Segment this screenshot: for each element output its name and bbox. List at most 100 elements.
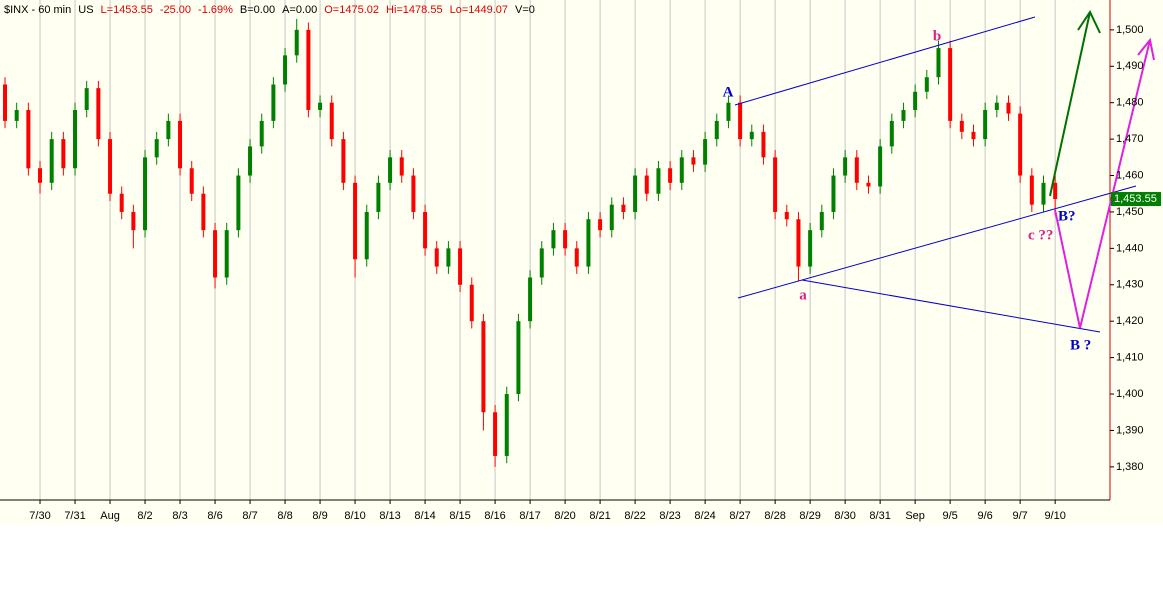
candle-body <box>446 248 451 267</box>
candle-body <box>481 321 486 413</box>
y-tick-label: 1,400 <box>1116 388 1144 400</box>
upper-channel <box>734 16 1036 106</box>
candle-body <box>329 102 334 140</box>
label-a: a <box>799 287 807 303</box>
candle-body <box>1029 175 1034 205</box>
candle-body <box>948 48 953 121</box>
candle-body <box>1041 182 1046 205</box>
candle-body <box>633 175 638 212</box>
candle-body <box>49 139 54 183</box>
x-tick-label: 8/16 <box>484 510 505 522</box>
candle-body <box>154 139 159 158</box>
candle-body <box>178 120 183 169</box>
x-tick-label: 8/7 <box>242 510 257 522</box>
label-b: b <box>933 28 941 44</box>
candle-body <box>808 230 813 267</box>
candle-body <box>563 230 568 249</box>
candle-body <box>306 29 311 110</box>
y-tick-label: 1,490 <box>1116 60 1144 72</box>
header-item: US <box>78 4 93 16</box>
candle-body <box>458 248 463 285</box>
y-tick-label: 1,390 <box>1116 424 1144 436</box>
magenta-arrow <box>1054 39 1151 329</box>
header: $INX - 60 min US L=1453.55 -25.00 -1.69% B=0.… <box>4 4 535 16</box>
candle-body <box>213 230 218 278</box>
support-line <box>801 279 1101 333</box>
candle-body <box>539 248 544 278</box>
candle-body <box>143 157 148 231</box>
y-tick-label: 1,380 <box>1116 461 1144 473</box>
candle-body <box>679 157 684 183</box>
candle-body <box>936 48 941 78</box>
candle-body <box>738 102 743 140</box>
plot-background <box>0 0 1163 525</box>
label-B1: B? <box>1058 208 1076 224</box>
y-tick-label: 1,410 <box>1116 352 1144 364</box>
x-tick-label: 8/10 <box>344 510 365 522</box>
y-tick-label: 1,500 <box>1116 24 1144 36</box>
candle-body <box>388 157 393 183</box>
candle-body <box>166 120 171 140</box>
x-tick-label: 8/15 <box>449 510 470 522</box>
candle-body <box>38 168 43 183</box>
candle-body <box>469 284 474 322</box>
x-tick-label: 9/5 <box>942 510 957 522</box>
green-arrowhead <box>1077 9 1101 34</box>
candle-body <box>224 230 229 278</box>
candle-body <box>656 168 661 194</box>
header-item: $INX - 60 min <box>4 4 71 16</box>
candle-body <box>819 211 824 231</box>
header-item: L=1453.55 <box>101 4 153 16</box>
x-tick-label: 8/30 <box>834 510 855 522</box>
header-item: B=0.00 <box>240 4 275 16</box>
candle-body <box>889 120 894 147</box>
candle-body <box>983 109 988 140</box>
candle-body <box>913 91 918 110</box>
candle-body <box>493 412 498 456</box>
candle-body <box>598 219 603 231</box>
x-tick-label: 8/21 <box>589 510 610 522</box>
candle-body <box>61 139 66 169</box>
candle-body <box>843 157 848 176</box>
candle-body <box>691 157 696 165</box>
candle-body <box>901 109 906 121</box>
candle-body <box>318 102 323 110</box>
header-item: Lo=1449.07 <box>450 4 508 16</box>
y-tick-label: 1,440 <box>1116 242 1144 254</box>
last-price-box <box>1111 192 1161 207</box>
header-item: O=1475.02 <box>324 4 379 16</box>
candle-body <box>924 77 929 92</box>
candle-body <box>364 211 369 260</box>
x-tick-label: 8/29 <box>799 510 820 522</box>
x-tick-label: 8/27 <box>729 510 750 522</box>
candle-body <box>1006 102 1011 114</box>
candle-body <box>773 157 778 212</box>
candle-body <box>259 120 264 147</box>
x-tick-label: 9/6 <box>978 510 993 522</box>
candle-body <box>294 29 299 56</box>
candle-body <box>726 102 731 121</box>
candle-body <box>14 109 19 121</box>
candle-body <box>621 204 626 212</box>
x-tick-label: 8/17 <box>519 510 540 522</box>
candle-body <box>411 175 416 212</box>
y-tick-label: 1,470 <box>1116 133 1144 145</box>
header-item: A=0.00 <box>282 4 317 16</box>
candle-body <box>341 139 346 183</box>
y-tick-label: 1,460 <box>1116 169 1144 181</box>
candle-body <box>376 182 381 212</box>
candle-body <box>831 175 836 212</box>
candle-body <box>236 175 241 231</box>
candle-body <box>574 248 579 267</box>
candle-body <box>703 139 708 165</box>
candle-body <box>84 88 89 110</box>
candle-body <box>994 102 999 110</box>
lower-channel <box>737 185 1137 299</box>
candle-body <box>423 211 428 249</box>
candle-body <box>551 230 556 249</box>
x-tick-label: 8/28 <box>764 510 785 522</box>
x-tick-label: 8/23 <box>659 510 680 522</box>
candle-body <box>866 182 871 187</box>
candle-body <box>96 88 101 140</box>
x-tick-label: 7/31 <box>64 510 85 522</box>
